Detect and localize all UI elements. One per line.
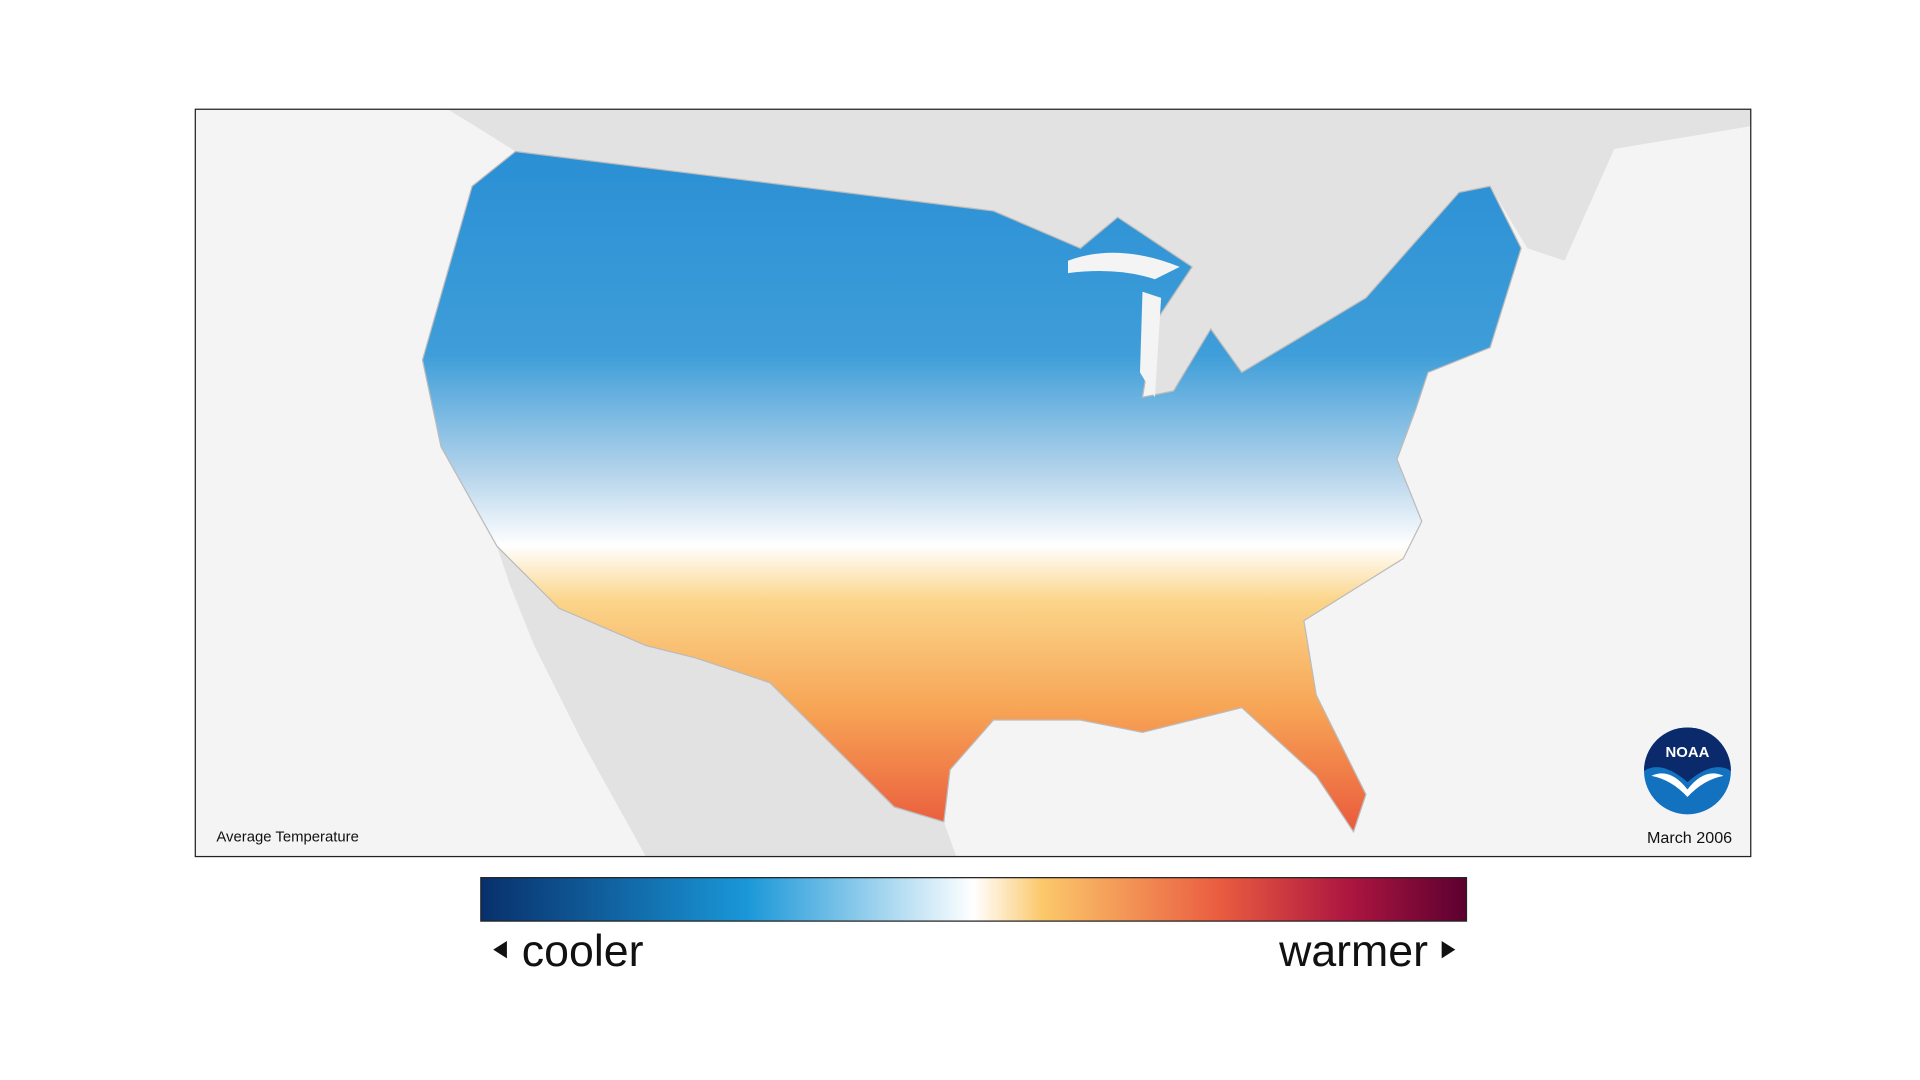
noaa-logo: NOAA [1644,727,1731,815]
map-area [195,109,1751,857]
conus-temperature [421,150,1522,834]
cooler-arrow [493,940,507,959]
map-date: March 2006 [1647,829,1732,847]
lake-michigan [1140,291,1162,398]
map-frame [194,108,1752,858]
map-title: Average Temperature [216,830,359,846]
legend-high: warmer [1278,927,1428,976]
mexico [496,546,957,857]
lake-superior [1068,252,1180,280]
logo-bird [1651,773,1724,797]
legend-low: cooler [522,927,644,976]
warmer-arrow [1441,940,1456,959]
color-scale [480,877,1468,922]
logo-top [1644,727,1731,783]
logo-text: NOAA [1666,745,1710,761]
